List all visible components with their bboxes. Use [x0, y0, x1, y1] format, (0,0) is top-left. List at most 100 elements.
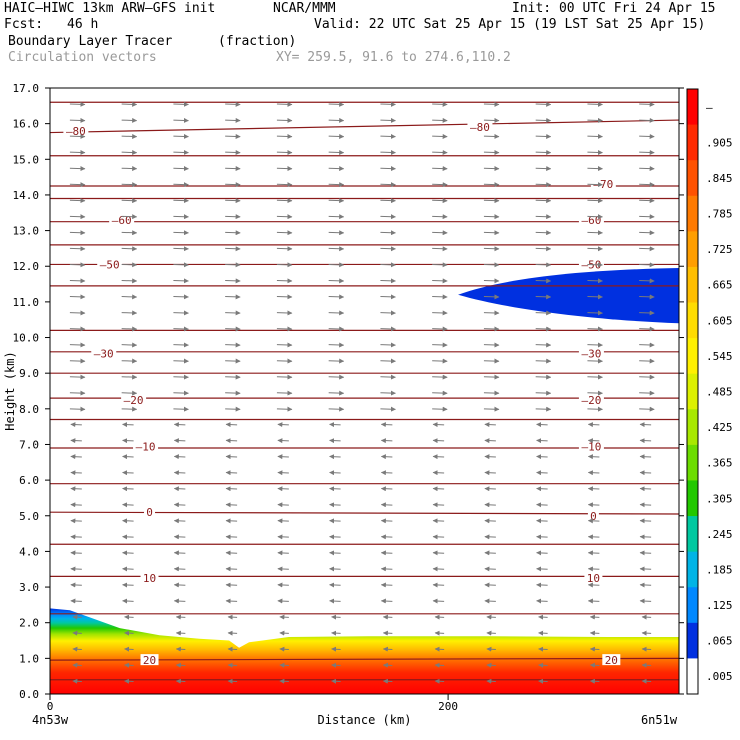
wind-vector [380, 598, 393, 604]
colorbar-label: .485 [706, 386, 733, 399]
wind-vector [641, 678, 652, 684]
wind-vector [121, 342, 138, 348]
wind-vector [124, 630, 134, 636]
wind-vector [70, 518, 82, 524]
wind-vector [589, 646, 600, 652]
y-tick-label: 13.0 [13, 225, 40, 238]
colorbar-label: .185 [706, 563, 733, 576]
wind-vector [276, 166, 293, 172]
wind-vector [70, 438, 82, 444]
wind-vector [536, 598, 548, 604]
wind-vector [225, 198, 241, 204]
wind-vector [483, 198, 500, 204]
wind-vector [484, 566, 496, 572]
wind-vector [69, 117, 86, 123]
wind-vector [380, 342, 396, 348]
isotherm-label: –60 [112, 214, 132, 227]
wind-vector [121, 214, 138, 220]
isotherm-label-bg [91, 347, 117, 359]
organization-label: NCAR/MMM [273, 1, 336, 16]
wind-vector [328, 198, 345, 204]
isotherm-label-bg [578, 393, 604, 405]
wind-vector [331, 646, 341, 652]
wind-vector [639, 470, 652, 476]
wind-vector [639, 390, 655, 396]
y-tick-label: 15.0 [13, 153, 40, 166]
colorbar-label: .605 [706, 314, 733, 327]
wind-vector [328, 166, 345, 172]
wind-vector [587, 470, 600, 476]
wind-vector [70, 534, 82, 540]
left-endpoint-label: 4n53w [32, 713, 69, 727]
wind-vector [484, 438, 496, 444]
wind-vector [331, 662, 341, 668]
wind-vector [587, 230, 603, 236]
wind-vector [639, 262, 655, 268]
wind-vector [432, 390, 448, 396]
wind-vector [432, 117, 448, 123]
wind-vector [587, 390, 603, 396]
wind-vector [122, 534, 134, 540]
wind-vector [277, 550, 289, 556]
wind-vector [122, 582, 134, 588]
wind-vector [276, 294, 293, 300]
wind-vector [328, 262, 345, 268]
wind-vector [328, 358, 345, 364]
wind-vector [173, 534, 186, 540]
wind-vector [535, 358, 552, 364]
boundary-layer-tracer [50, 608, 679, 694]
wind-vector [70, 550, 82, 556]
wind-vector [173, 598, 186, 604]
wind-vector [483, 358, 500, 364]
wind-vector [329, 438, 341, 444]
wind-vector [639, 358, 655, 364]
colorbar-swatch [687, 195, 698, 232]
wind-vector [276, 101, 293, 107]
wind-vector [432, 534, 445, 540]
wind-vector [276, 278, 293, 284]
forecast-hours: 46 h [67, 17, 99, 32]
wind-vector [328, 390, 345, 396]
isotherm-label-bg [140, 654, 159, 666]
isotherm-label: –10 [581, 440, 601, 453]
wind-vector [587, 582, 600, 588]
wind-vector [639, 230, 655, 236]
wind-vector [483, 117, 500, 123]
wind-vector [329, 518, 341, 524]
wind-vector [432, 310, 448, 316]
field-units: (fraction) [218, 34, 297, 49]
isotherm-label-bg [602, 654, 621, 666]
wind-vector [587, 246, 603, 252]
isotherm-label: 20 [143, 654, 156, 667]
wind-vector [587, 566, 600, 572]
wind-vector [536, 550, 548, 556]
wind-vector [587, 214, 603, 220]
wind-vector [277, 454, 289, 460]
wind-vector [483, 262, 500, 268]
right-endpoint-label: 6n51w [641, 713, 678, 727]
isotherm-label: –80 [470, 121, 490, 134]
wind-vector [122, 422, 134, 428]
wind-vector [331, 678, 341, 684]
wind-vector [122, 550, 134, 556]
wind-vector [328, 294, 345, 300]
wind-vector [639, 278, 655, 284]
wind-vector [69, 246, 86, 252]
wind-vector [486, 630, 496, 636]
wind-vector [69, 150, 86, 156]
wind-vector [484, 486, 496, 492]
wind-vector [587, 486, 600, 492]
wind-vector [483, 390, 500, 396]
wind-vector [536, 422, 548, 428]
y-tick-label: 16.0 [13, 118, 40, 131]
wind-vector [587, 550, 600, 556]
wind-vector [432, 358, 448, 364]
field-name: Boundary Layer Tracer [8, 34, 173, 49]
wind-vector [225, 438, 238, 444]
wind-vector [276, 230, 293, 236]
wind-vector [328, 374, 345, 380]
wind-vector [175, 678, 186, 684]
wind-vector [587, 374, 603, 380]
wind-vector [225, 374, 241, 380]
wind-vector [432, 262, 448, 268]
